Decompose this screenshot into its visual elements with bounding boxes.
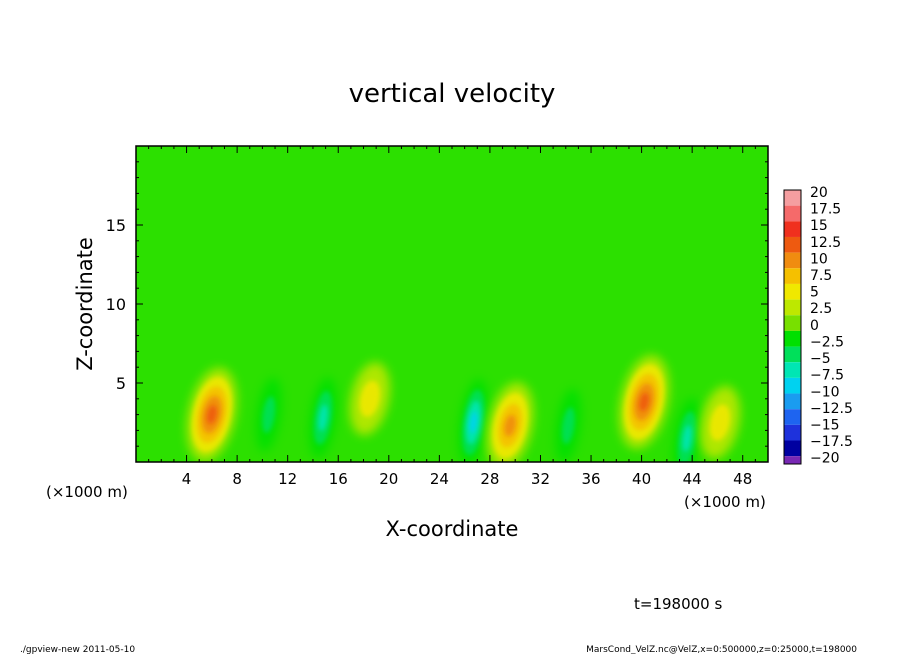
downdraft-cell xyxy=(255,377,282,452)
x-tick-label: 36 xyxy=(581,470,600,488)
x-tick-label: 44 xyxy=(683,470,702,488)
colorbar-band xyxy=(784,377,801,394)
x-unit-left: (×1000 m) xyxy=(46,483,128,501)
time-label: t=198000 s xyxy=(634,595,722,613)
x-tick-label: 48 xyxy=(733,470,752,488)
downdraft-cell xyxy=(309,377,338,458)
colorbar-label: −10 xyxy=(810,384,840,400)
colorbar-band xyxy=(784,409,801,425)
y-axis-ticks: 5 10 15 xyxy=(106,161,768,447)
updraft-cell xyxy=(699,386,741,459)
colorbar-label: 7.5 xyxy=(810,268,832,284)
colorbar-band xyxy=(784,315,801,331)
colorbar-band xyxy=(784,440,801,457)
x-axis-ticks: 4 8 12 16 20 24 28 32 36 40 44 48 xyxy=(148,146,756,488)
colorbar-label: 20 xyxy=(810,185,828,201)
colorbar-band xyxy=(784,393,801,410)
y-axis-label: Z-coordinate xyxy=(73,237,97,371)
colorbar-band xyxy=(784,330,801,347)
colorbar-label: −2.5 xyxy=(810,334,844,350)
colorbar-band xyxy=(784,283,801,300)
x-tick-label: 28 xyxy=(480,470,499,488)
colorbar-label: 0 xyxy=(810,318,819,334)
colorbar-band xyxy=(784,346,801,363)
updraft-cell xyxy=(186,367,237,462)
footer-right: MarsCond_VelZ.nc@VelZ,x=0:500000,z=0:250… xyxy=(586,645,857,654)
downdraft-cell xyxy=(458,378,489,462)
colorbar-band xyxy=(784,456,801,464)
colorbar-frame xyxy=(783,189,802,465)
footer-left: ./gpview-new 2011-05-10 xyxy=(20,645,135,654)
x-tick-label: 20 xyxy=(379,470,398,488)
colorbar: 2017.51512.5107.552.50−2.5−5−7.5−10−12.5… xyxy=(783,185,853,467)
updraft-cell xyxy=(619,355,670,449)
y-tick-label: 15 xyxy=(106,216,126,235)
colorbar-band xyxy=(784,190,801,206)
colorbar-label: −15 xyxy=(810,417,840,433)
x-tick-label: 32 xyxy=(531,470,550,488)
colorbar-label: −12.5 xyxy=(810,401,853,417)
colorbar-band xyxy=(784,221,801,237)
colorbar-label: 5 xyxy=(810,285,819,301)
downdraft-cell xyxy=(673,398,702,462)
colorbar-label: −5 xyxy=(810,351,831,367)
plot-area xyxy=(135,145,769,463)
colorbar-label: −17.5 xyxy=(810,434,853,450)
chart-title: vertical velocity xyxy=(349,79,556,109)
colorbar-band xyxy=(784,236,801,253)
y-tick-label: 5 xyxy=(116,374,126,393)
colorbar-band xyxy=(784,205,801,222)
colorbar-label: 15 xyxy=(810,218,828,234)
downdraft-cell xyxy=(555,388,582,462)
colorbar-label: −7.5 xyxy=(810,368,844,384)
updraft-cell xyxy=(349,362,390,436)
colorbar-label: 17.5 xyxy=(810,202,841,218)
x-tick-label: 8 xyxy=(232,470,242,488)
y-tick-label: 10 xyxy=(106,295,126,314)
colorbar-band xyxy=(784,362,801,378)
x-tick-label: 16 xyxy=(329,470,348,488)
colorbar-band xyxy=(784,268,801,284)
colorbar-label: 10 xyxy=(810,251,828,267)
updraft-cell xyxy=(486,382,534,462)
colorbar-label: −20 xyxy=(810,451,840,467)
x-tick-label: 40 xyxy=(632,470,651,488)
colorbar-label: 12.5 xyxy=(810,235,841,251)
x-axis-label: X-coordinate xyxy=(386,517,519,541)
colorbar-label: 2.5 xyxy=(810,301,832,317)
colorbar-band xyxy=(784,424,801,441)
x-tick-label: 24 xyxy=(430,470,449,488)
colorbar-band xyxy=(784,252,801,269)
colorbar-band xyxy=(784,299,801,316)
heatmap-features xyxy=(186,355,741,462)
x-unit-right: (×1000 m) xyxy=(684,493,766,511)
x-tick-label: 12 xyxy=(278,470,297,488)
x-tick-label: 4 xyxy=(182,470,192,488)
